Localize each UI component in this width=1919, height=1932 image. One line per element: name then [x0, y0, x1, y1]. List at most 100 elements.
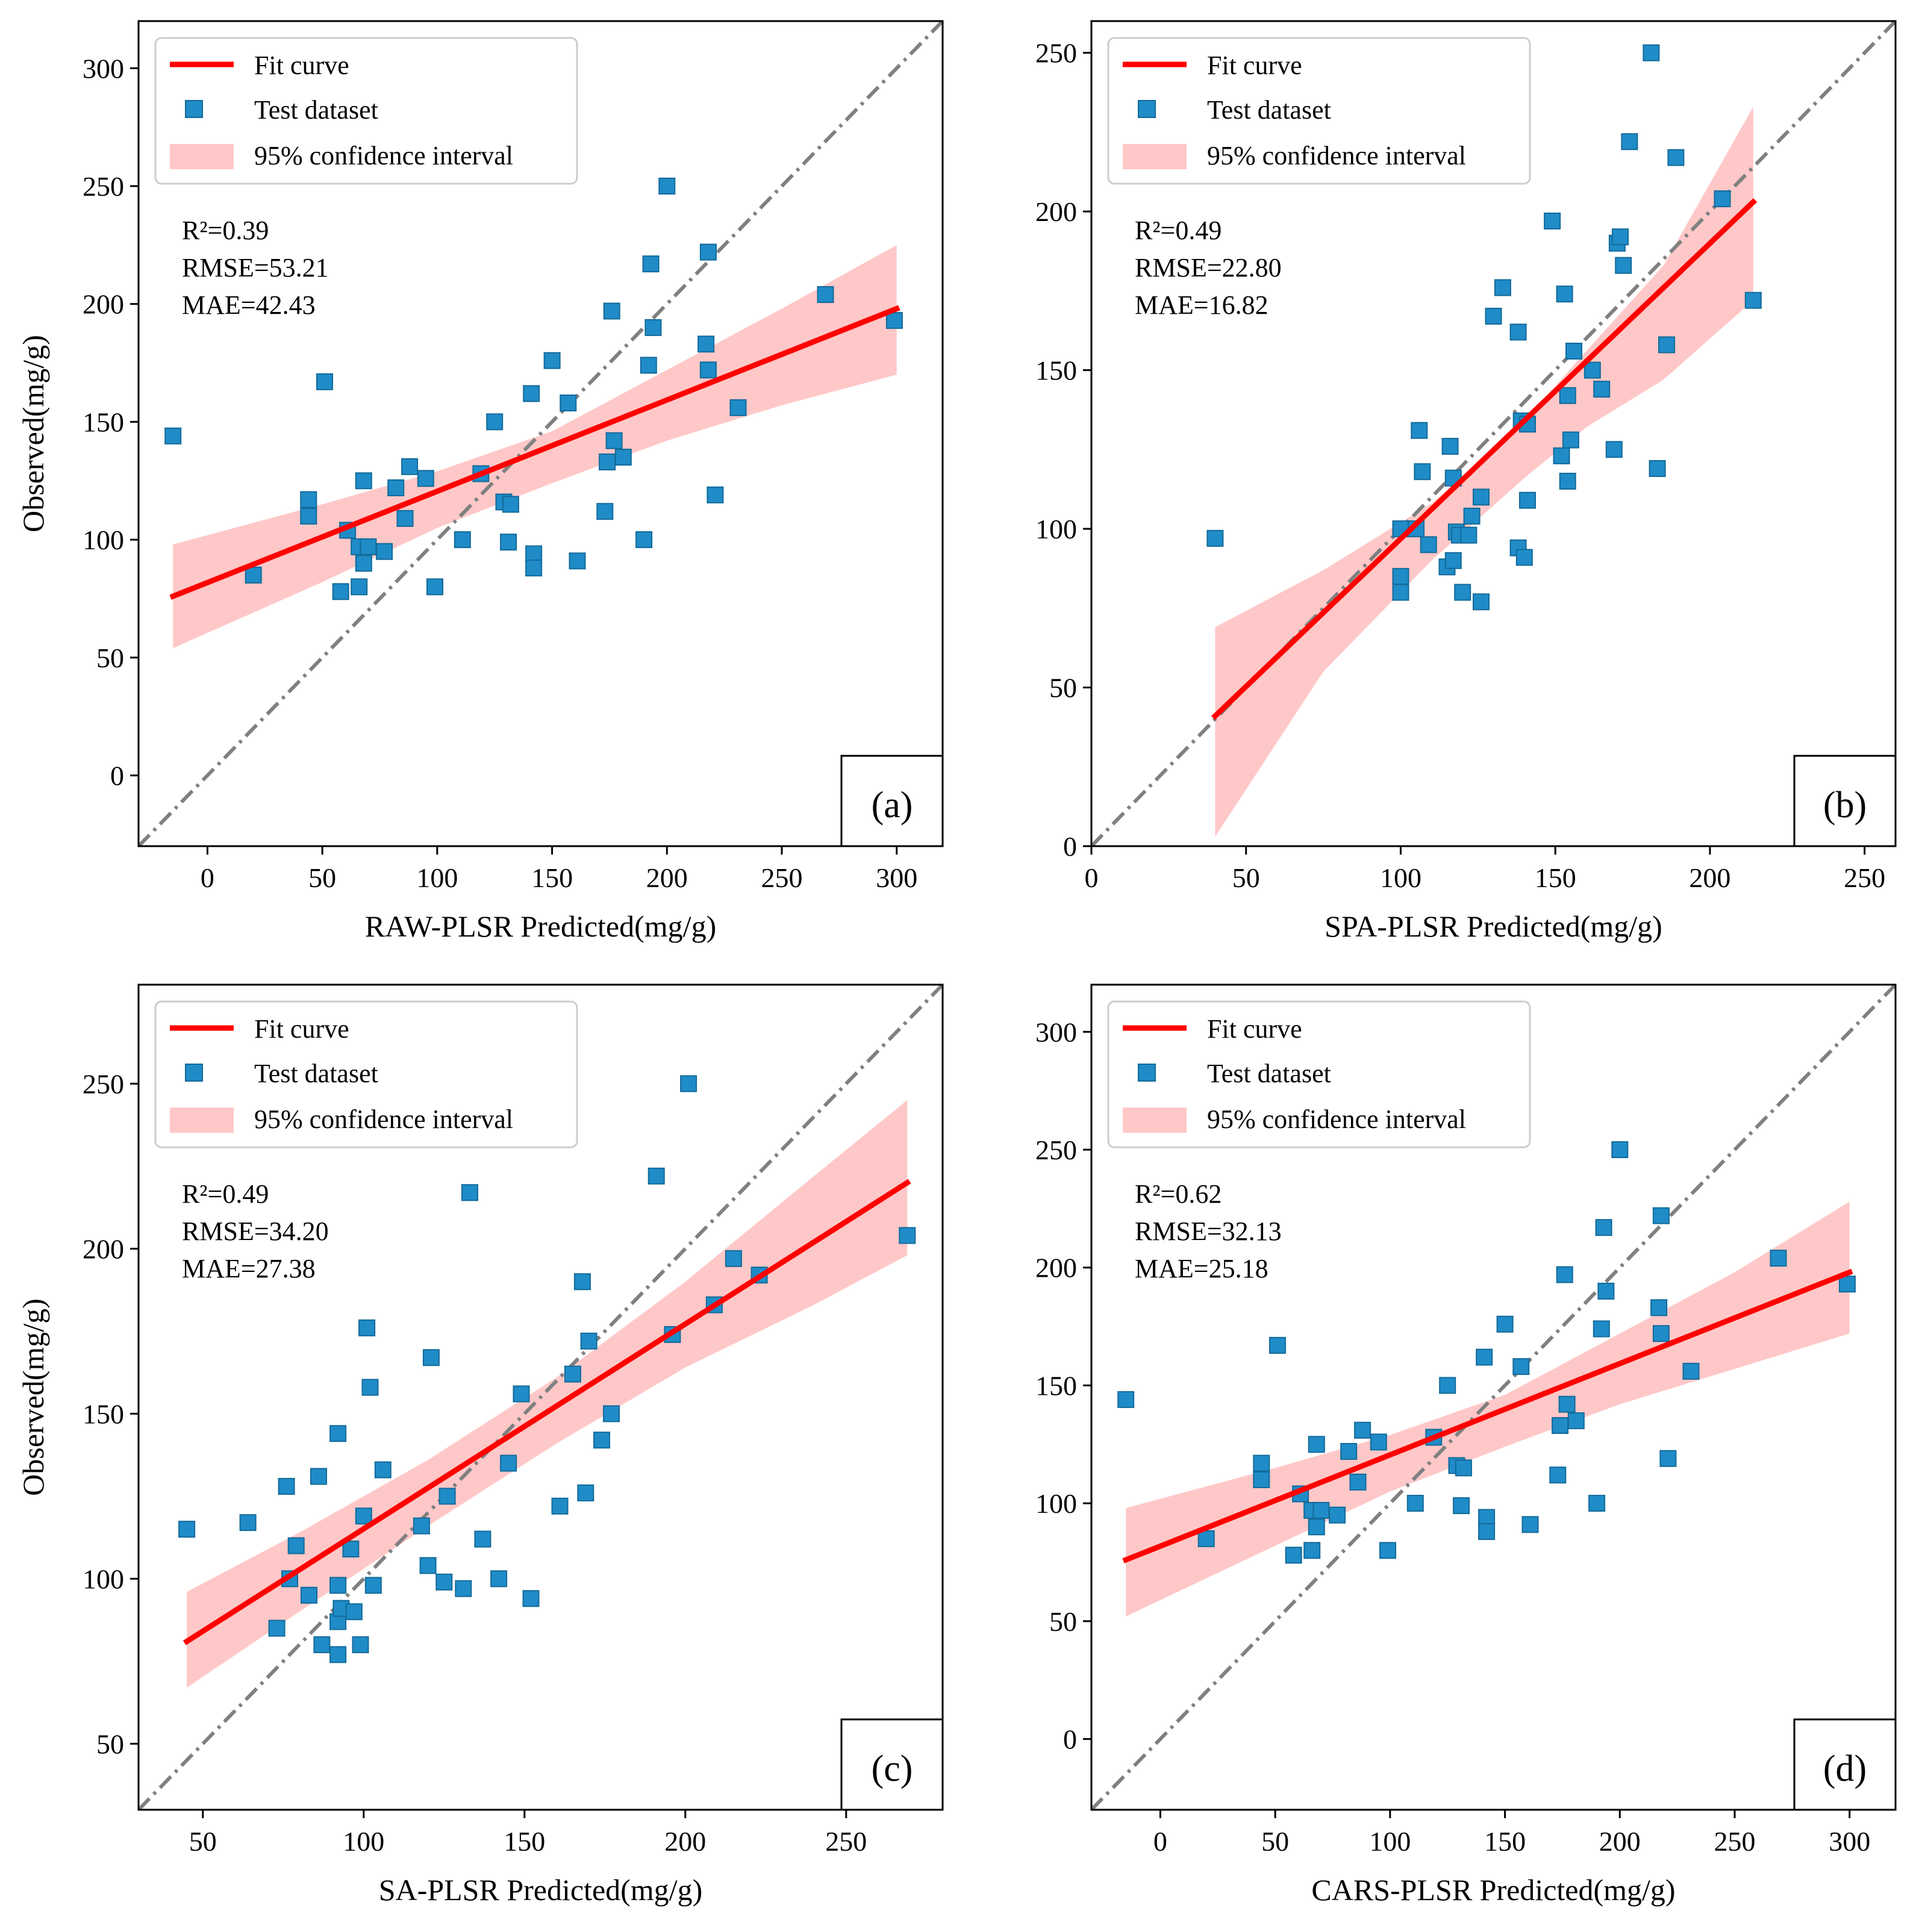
- data-point: [1615, 257, 1632, 274]
- x-axis-title: CARS-PLSR Predicted(mg/g): [1311, 1873, 1675, 1907]
- data-point: [1441, 438, 1459, 455]
- data-point: [1392, 584, 1409, 601]
- data-point: [1494, 279, 1511, 296]
- legend-box: [1107, 37, 1531, 185]
- data-point: [699, 243, 717, 261]
- y-tick-label: 50: [1049, 1606, 1077, 1637]
- data-point: [1605, 441, 1623, 458]
- data-point: [268, 1619, 286, 1637]
- panel-d: 0 50 100 150 200 250 300 0 50 100 150 200 250 300 CARS…: [1035, 983, 1897, 1907]
- panel-label: (c): [872, 1748, 913, 1789]
- data-point: [1485, 308, 1502, 325]
- data-point: [647, 1167, 665, 1185]
- data-point: [413, 1517, 430, 1535]
- x-tick-label: 150: [1484, 1826, 1526, 1857]
- data-point: [1565, 343, 1582, 360]
- data-point: [1770, 1250, 1787, 1267]
- data-point: [419, 1557, 437, 1574]
- panel-c: 50 100 150 200 250 50 100 150 200 250 SA-PLSR Pred…: [16, 983, 944, 1907]
- data-point: [1714, 190, 1731, 208]
- stats-text: RMSE=53.21: [182, 253, 329, 282]
- data-point: [376, 543, 393, 560]
- x-tick-label: 100: [1369, 1826, 1411, 1857]
- y-tick-label: 150: [83, 1398, 124, 1429]
- data-point: [374, 1461, 392, 1479]
- panel-label-box: [840, 1718, 944, 1811]
- panel-b: 0 50 100 150 200 250 0 50 100 150 200 250 SPA-PLSR P…: [1035, 20, 1897, 943]
- stats-text: MAE=42.43: [182, 290, 316, 320]
- data-point: [500, 534, 517, 551]
- data-point: [360, 538, 377, 555]
- panel-label-box: [840, 755, 944, 847]
- data-point: [640, 357, 657, 374]
- data-point: [1496, 1315, 1514, 1333]
- data-point: [361, 1379, 379, 1396]
- data-point: [1549, 1466, 1567, 1484]
- data-point: [680, 1075, 697, 1092]
- y-tick-label: 200: [1035, 196, 1077, 227]
- x-tick-label: 200: [664, 1826, 706, 1857]
- stats-text: MAE=25.18: [1135, 1254, 1268, 1283]
- x-tick-label: 300: [876, 862, 917, 893]
- data-point: [1652, 1207, 1670, 1224]
- data-point: [1659, 1450, 1677, 1467]
- data-point: [513, 1385, 530, 1403]
- axes-frame: [137, 20, 944, 847]
- x-axis-title: SPA-PLSR Predicted(mg/g): [1325, 909, 1662, 943]
- confidence-band: [1215, 107, 1753, 837]
- y-tick-label: 100: [1035, 514, 1077, 544]
- stats-text: RMSE=32.13: [1135, 1217, 1282, 1246]
- data-point: [455, 1580, 472, 1597]
- data-point: [1643, 44, 1660, 61]
- data-point: [1455, 1459, 1472, 1477]
- legend-test-swatch: [1138, 100, 1156, 118]
- legend-fit-label: Fit curve: [254, 1014, 349, 1044]
- data-point: [352, 1636, 369, 1653]
- legend-ci-label: 95% confidence interval: [1207, 141, 1466, 170]
- data-point: [355, 1507, 372, 1525]
- x-tick-label: 150: [504, 1826, 545, 1857]
- data-point: [1519, 491, 1536, 509]
- y-tick-label: 50: [96, 1728, 124, 1759]
- data-point: [1444, 552, 1462, 569]
- panel-label-box: [1793, 1718, 1897, 1811]
- data-point: [564, 1365, 581, 1383]
- data-point: [899, 1227, 916, 1244]
- data-point: [1269, 1336, 1286, 1354]
- x-axis-title: RAW-PLSR Predicted(mg/g): [365, 909, 716, 943]
- axes-frame: [1090, 983, 1897, 1811]
- plot-area: [1091, 21, 1896, 846]
- data-point: [1370, 1433, 1387, 1451]
- y-tick-label: 0: [1063, 1724, 1077, 1755]
- data-point: [1553, 447, 1570, 464]
- data-point: [500, 1454, 517, 1472]
- stats-text: RMSE=22.80: [1135, 253, 1282, 282]
- x-tick-label: 0: [201, 862, 214, 893]
- axes-frame: [137, 983, 944, 1811]
- data-point: [1463, 508, 1481, 525]
- data-point: [1552, 1417, 1569, 1434]
- data-point: [1509, 323, 1527, 341]
- legend-fit-label: Fit curve: [1207, 51, 1302, 80]
- data-point: [329, 1425, 347, 1442]
- fit-line: [183, 1179, 911, 1645]
- data-point: [1515, 549, 1533, 566]
- legend-ci-swatch: [170, 144, 234, 169]
- data-point: [523, 385, 540, 402]
- data-point: [1253, 1471, 1270, 1488]
- legend-test-label: Test dataset: [1207, 1059, 1331, 1088]
- data-point: [577, 1484, 594, 1501]
- data-point: [885, 312, 903, 329]
- data-point: [502, 496, 519, 513]
- data-point: [1379, 1542, 1396, 1559]
- y-tick-label: 200: [83, 289, 124, 320]
- data-point: [316, 373, 333, 390]
- legend-ci-label: 95% confidence interval: [254, 141, 513, 170]
- data-point: [1414, 463, 1431, 481]
- x-tick-label: 200: [1599, 1826, 1641, 1857]
- legend-box: [154, 37, 578, 185]
- data-point: [1439, 1377, 1456, 1394]
- data-point: [1473, 488, 1490, 506]
- y-tick-label: 200: [83, 1233, 124, 1264]
- data-point: [300, 491, 317, 508]
